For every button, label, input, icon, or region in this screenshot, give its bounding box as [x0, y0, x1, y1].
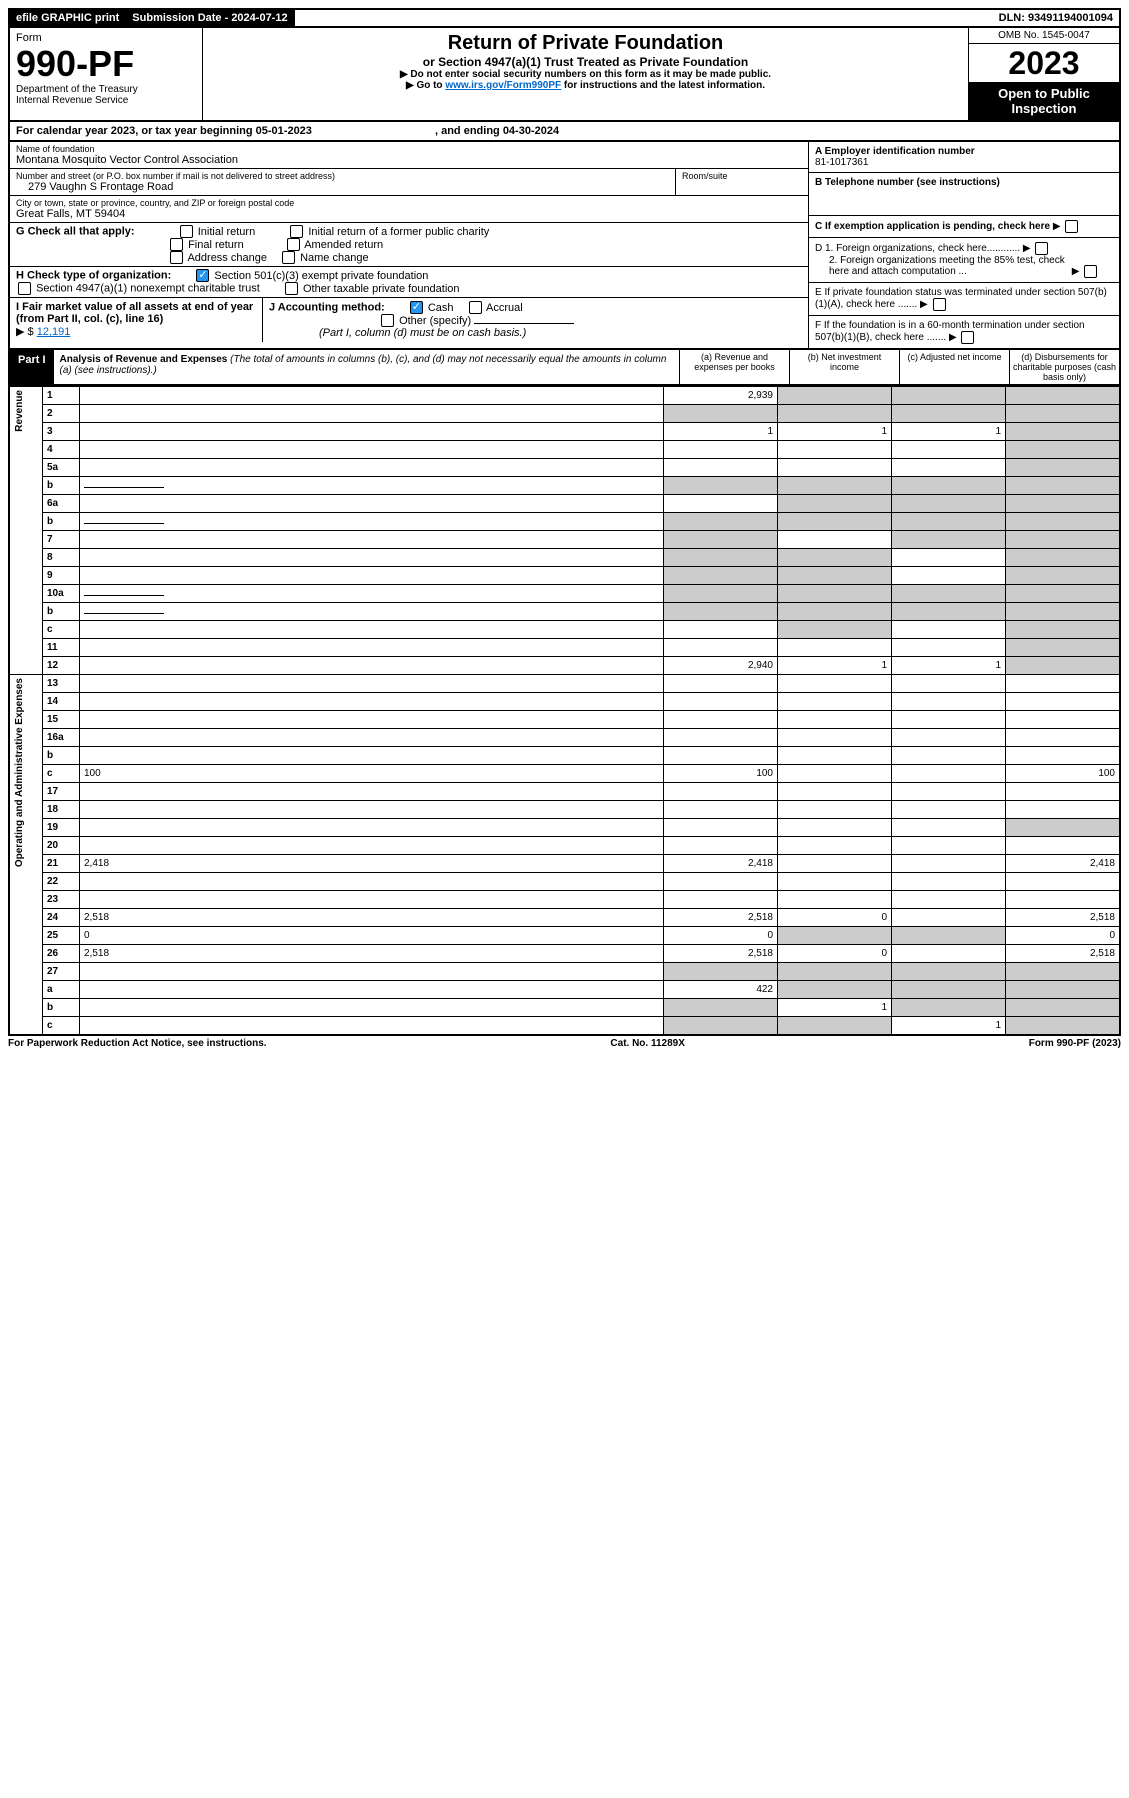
- checkbox-name-change[interactable]: [282, 251, 295, 264]
- col-d-header: (d) Disbursements for charitable purpose…: [1009, 350, 1119, 384]
- c-section: C If exemption application is pending, c…: [809, 216, 1119, 238]
- room-label: Room/suite: [682, 171, 802, 181]
- checkbox-initial-former[interactable]: [290, 225, 303, 238]
- foundation-name: Montana Mosquito Vector Control Associat…: [16, 154, 802, 166]
- checkbox-amended[interactable]: [287, 238, 300, 251]
- checkbox-foreign-org[interactable]: [1035, 242, 1048, 255]
- form-subtitle: or Section 4947(a)(1) Trust Treated as P…: [209, 55, 962, 69]
- ein: 81-1017361: [815, 157, 868, 168]
- fmv-value[interactable]: 12,191: [37, 326, 71, 338]
- instr-link-row: ▶ Go to www.irs.gov/Form990PF for instru…: [209, 80, 962, 91]
- h-section: H Check type of organization: Section 50…: [10, 267, 808, 298]
- dln: DLN: 93491194001094: [993, 10, 1119, 26]
- part1-table: Revenue12,9392311145ab 6ab 78910a b c111…: [8, 386, 1121, 1036]
- omb-number: OMB No. 1545-0047: [969, 28, 1119, 44]
- efile-label[interactable]: efile GRAPHIC print: [10, 10, 126, 26]
- col-a-header: (a) Revenue and expenses per books: [679, 350, 789, 384]
- checkbox-terminated[interactable]: [933, 298, 946, 311]
- city-state-zip: Great Falls, MT 59404: [16, 208, 802, 220]
- city-label: City or town, state or province, country…: [16, 198, 802, 208]
- col-c-header: (c) Adjusted net income: [899, 350, 1009, 384]
- form-ref: Form 990-PF (2023): [1029, 1038, 1121, 1049]
- cat-number: Cat. No. 11289X: [610, 1038, 684, 1049]
- form-title: Return of Private Foundation: [209, 32, 962, 55]
- checkbox-4947[interactable]: [18, 282, 31, 295]
- open-public: Open to Public Inspection: [969, 82, 1119, 120]
- i-section: I Fair market value of all assets at end…: [10, 298, 263, 342]
- name-label: Name of foundation: [16, 144, 802, 154]
- checkbox-final-return[interactable]: [170, 238, 183, 251]
- checkbox-85pct[interactable]: [1084, 265, 1097, 278]
- e-section: E If private foundation status was termi…: [809, 283, 1119, 316]
- irs: Internal Revenue Service: [16, 95, 196, 106]
- irs-link[interactable]: www.irs.gov/Form990PF: [445, 80, 561, 91]
- instr-ssn: ▶ Do not enter social security numbers o…: [209, 69, 962, 80]
- checkbox-exemption-pending[interactable]: [1065, 220, 1078, 233]
- ein-label: A Employer identification number: [815, 146, 975, 157]
- part-label: Part I: [10, 350, 54, 384]
- checkbox-501c3[interactable]: [196, 269, 209, 282]
- checkbox-other-taxable[interactable]: [285, 282, 298, 295]
- checkbox-address-change[interactable]: [170, 251, 183, 264]
- j-section: J Accounting method: Cash Accrual Other …: [263, 298, 808, 342]
- checkbox-other-method[interactable]: [381, 314, 394, 327]
- calendar-year-row: For calendar year 2023, or tax year begi…: [8, 122, 1121, 142]
- addr-label: Number and street (or P.O. box number if…: [16, 171, 669, 181]
- page-footer: For Paperwork Reduction Act Notice, see …: [8, 1036, 1121, 1049]
- form-number: 990-PF: [16, 46, 196, 82]
- col-b-header: (b) Net investment income: [789, 350, 899, 384]
- submission-date: Submission Date - 2024-07-12: [126, 10, 294, 26]
- tax-year: 2023: [969, 44, 1119, 82]
- entity-block: Name of foundation Montana Mosquito Vect…: [8, 142, 1121, 350]
- checkbox-initial-return[interactable]: [180, 225, 193, 238]
- top-bar: efile GRAPHIC print Submission Date - 20…: [8, 8, 1121, 28]
- phone-label: B Telephone number (see instructions): [815, 177, 1000, 188]
- checkbox-60month[interactable]: [961, 331, 974, 344]
- part1-header: Part I Analysis of Revenue and Expenses …: [8, 350, 1121, 386]
- f-section: F If the foundation is in a 60-month ter…: [809, 316, 1119, 348]
- checkbox-cash[interactable]: [410, 301, 423, 314]
- paperwork-notice: For Paperwork Reduction Act Notice, see …: [8, 1038, 267, 1049]
- checkbox-accrual[interactable]: [469, 301, 482, 314]
- d-section: D 1. Foreign organizations, check here..…: [809, 238, 1119, 283]
- dept-treasury: Department of the Treasury: [16, 84, 196, 95]
- street-address: 279 Vaughn S Frontage Road: [16, 181, 669, 193]
- form-header: Form 990-PF Department of the Treasury I…: [8, 28, 1121, 122]
- g-section: G Check all that apply: Initial return I…: [10, 223, 808, 267]
